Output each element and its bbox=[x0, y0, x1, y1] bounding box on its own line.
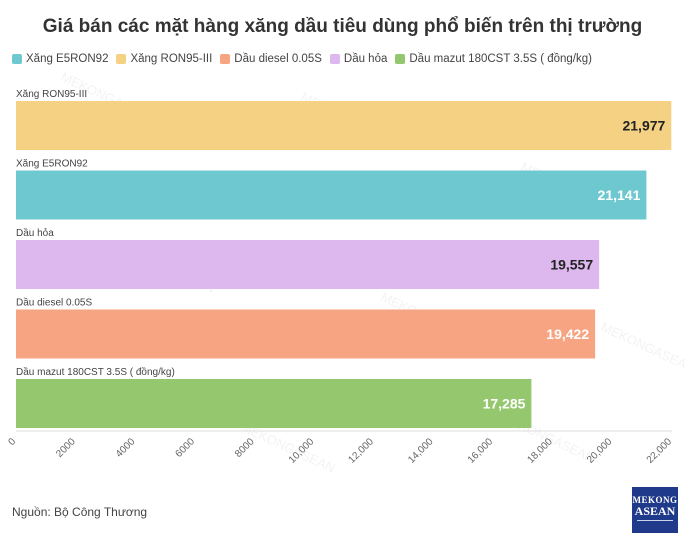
x-tick-label: 6000 bbox=[174, 436, 198, 460]
bar[interactable] bbox=[16, 101, 672, 150]
legend-swatch bbox=[329, 54, 340, 64]
logo-rule bbox=[637, 520, 673, 521]
category-label: Dầu mazut 180CST 3.5S ( đồng/kg) bbox=[16, 366, 175, 378]
logo-line-1: MEKONG bbox=[632, 495, 678, 505]
legend-swatch bbox=[395, 54, 406, 64]
bar[interactable] bbox=[16, 170, 647, 220]
chart-legend: Xăng E5RON92 Xăng RON95-III Dầu diesel 0.0… bbox=[12, 53, 600, 65]
bar[interactable] bbox=[16, 309, 596, 359]
category-label: Dầu diesel 0.05S bbox=[16, 297, 92, 309]
x-tick-label: 12,000 bbox=[347, 436, 377, 466]
chart-title: Giá bán các mặt hàng xăng dầu tiêu dùng … bbox=[42, 16, 643, 37]
x-tick-label: 14,000 bbox=[406, 436, 436, 466]
x-tick-label: 2000 bbox=[54, 436, 78, 460]
category-label: Xăng RON95-III bbox=[16, 89, 87, 100]
legend-label: Xăng E5RON92 bbox=[26, 53, 109, 65]
legend-label: Xăng RON95-III bbox=[130, 53, 213, 65]
bar-value-label: 17,285 bbox=[483, 396, 526, 412]
legend-item[interactable]: Dầu hỏa bbox=[329, 53, 388, 65]
legend-item[interactable]: Dầu diesel 0.05S bbox=[220, 53, 322, 65]
bar-value-label: 19,557 bbox=[550, 257, 593, 273]
logo-line-2: ASEAN bbox=[634, 504, 676, 518]
mekong-asean-logo: MEKONG ASEAN bbox=[632, 487, 678, 533]
bar[interactable] bbox=[16, 240, 600, 289]
legend-swatch bbox=[116, 54, 127, 64]
category-label: Xăng E5RON92 bbox=[16, 159, 88, 170]
legend-label: Dầu diesel 0.05S bbox=[234, 53, 322, 65]
category-label: Dầu hỏa bbox=[16, 227, 54, 239]
x-tick-label: 4000 bbox=[114, 436, 138, 460]
bar-value-label: 21,977 bbox=[622, 118, 665, 134]
source-note: Nguồn: Bộ Công Thương bbox=[12, 505, 148, 519]
legend-swatch bbox=[220, 54, 231, 64]
x-tick-label: 22,000 bbox=[645, 436, 675, 466]
legend-item[interactable]: Xăng E5RON92 bbox=[12, 53, 108, 65]
x-tick-label: 16,000 bbox=[466, 436, 496, 466]
watermark-text: MEKONGASEAN bbox=[599, 319, 685, 376]
legend-label: Dầu mazut 180CST 3.5S ( đồng/kg) bbox=[409, 53, 592, 65]
legend-swatch bbox=[12, 54, 22, 64]
legend-item[interactable]: Xăng RON95-III bbox=[116, 53, 212, 65]
bar-value-label: 21,141 bbox=[598, 187, 641, 203]
x-tick-label: 8000 bbox=[233, 436, 257, 460]
legend-label: Dầu hỏa bbox=[343, 53, 388, 65]
bar-value-label: 19,422 bbox=[546, 326, 589, 342]
x-tick-label: 0 bbox=[6, 436, 18, 448]
legend-item[interactable]: Dầu mazut 180CST 3.5S ( đồng/kg) bbox=[395, 53, 592, 65]
bar[interactable] bbox=[16, 379, 532, 428]
